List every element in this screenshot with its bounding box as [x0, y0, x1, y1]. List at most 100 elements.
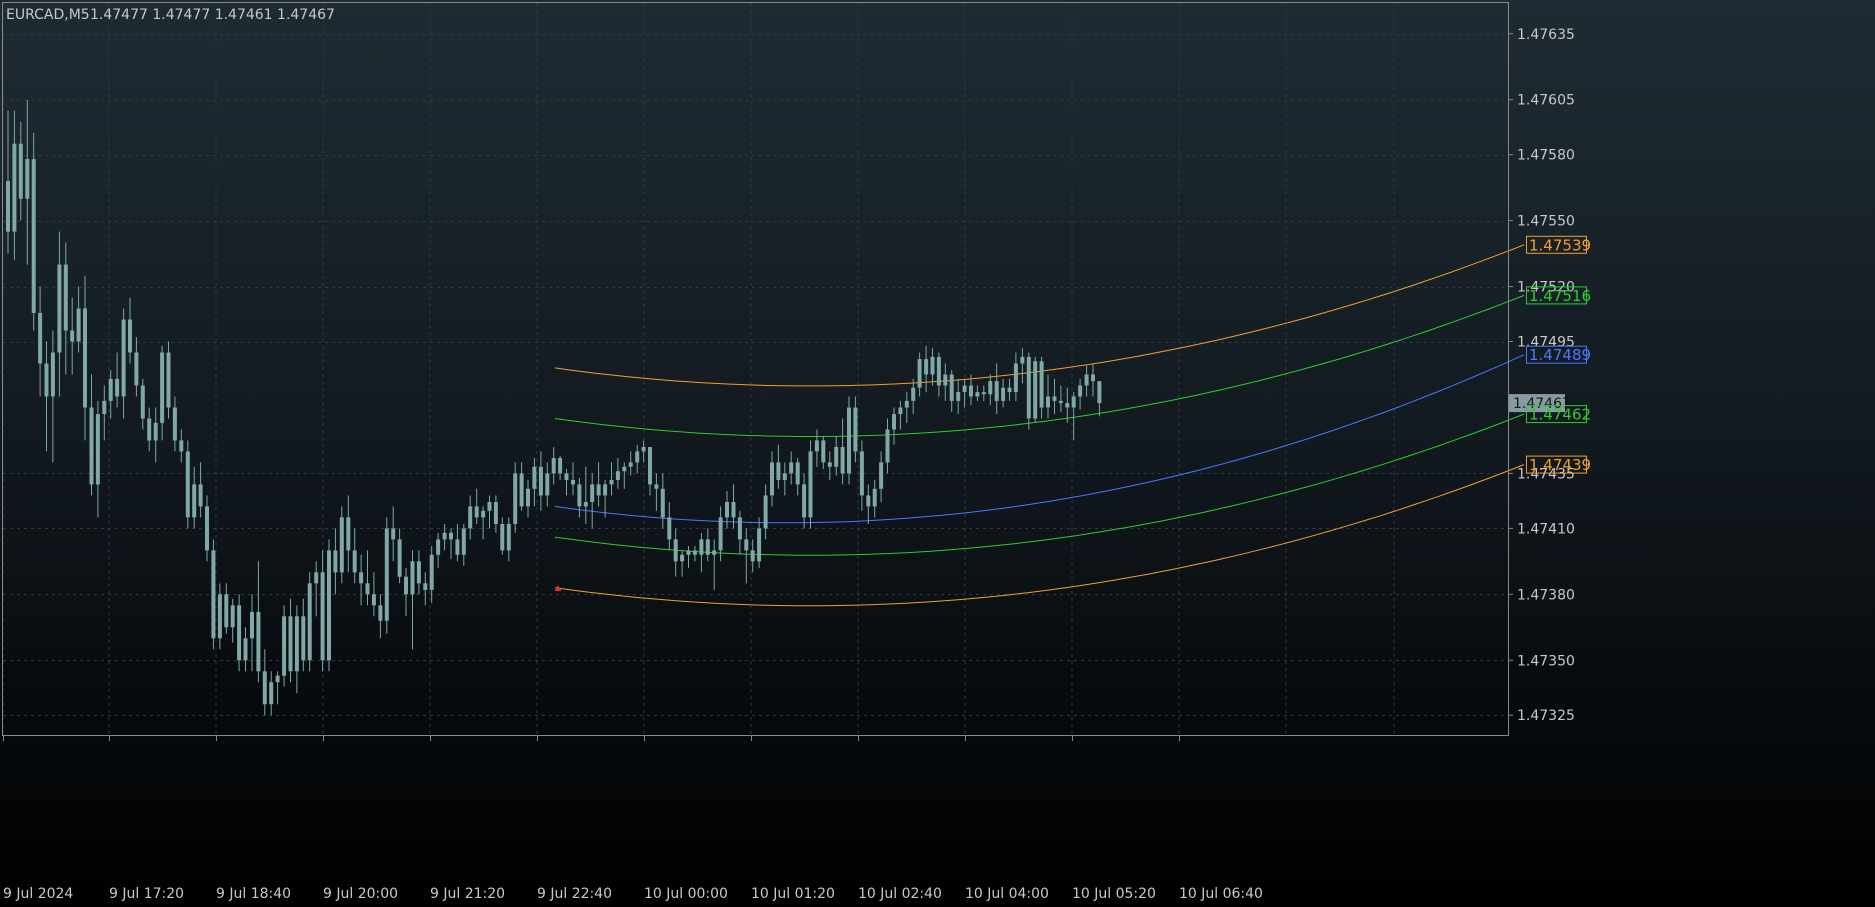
- candle: [821, 436, 826, 469]
- candle-body: [680, 554, 685, 562]
- candle-body: [1058, 400, 1063, 404]
- candle-body: [384, 528, 389, 621]
- candle: [641, 440, 646, 463]
- candle-body: [776, 462, 781, 480]
- channel-line: [554, 413, 1525, 556]
- candle: [962, 378, 967, 408]
- candle-body: [31, 159, 36, 313]
- candle: [532, 458, 537, 507]
- candle: [108, 370, 113, 419]
- candle-body: [352, 550, 357, 573]
- candle-body: [814, 440, 819, 452]
- candle: [288, 598, 293, 683]
- candle: [320, 550, 325, 672]
- candle-body: [943, 374, 948, 386]
- candle-body: [230, 605, 235, 628]
- candle-body: [615, 471, 620, 480]
- candle-body: [198, 484, 203, 507]
- candle-body: [327, 550, 331, 661]
- candle-body: [314, 572, 319, 584]
- candle: [346, 495, 351, 573]
- candle-body: [378, 605, 383, 621]
- candle-body: [949, 374, 954, 401]
- candle-body: [802, 484, 807, 518]
- candle: [416, 550, 421, 595]
- candle: [981, 385, 986, 401]
- candle-body: [57, 264, 62, 353]
- candle-body: [936, 356, 941, 386]
- channel-tag-label: 1.47439: [1529, 456, 1591, 474]
- candle-body: [108, 378, 113, 401]
- candle-body: [904, 400, 909, 408]
- candle: [44, 341, 49, 452]
- candle: [949, 370, 954, 412]
- candle-body: [712, 550, 717, 555]
- candle-body: [205, 506, 209, 551]
- channel-price-tags: 1.47539 1.47516 1.47489 1.47462 1.47439: [1526, 235, 1591, 474]
- candle: [782, 462, 787, 496]
- candle-body: [44, 363, 49, 397]
- candle-body: [121, 319, 126, 397]
- candle-body: [911, 387, 916, 401]
- price-label: 1.47580: [1517, 148, 1575, 164]
- candle-body: [6, 181, 10, 232]
- candle: [461, 524, 466, 566]
- candle-body: [461, 528, 466, 555]
- time-label: 9 Jul 18:40: [216, 886, 291, 902]
- candle: [686, 546, 691, 568]
- candle-body: [140, 385, 145, 419]
- candle-body: [770, 462, 774, 496]
- candle-body: [821, 440, 826, 463]
- candle: [243, 627, 248, 672]
- candle: [339, 506, 344, 584]
- candle-body: [892, 414, 896, 430]
- candle-body: [404, 576, 408, 595]
- channel-line: [554, 244, 1525, 387]
- candle: [827, 451, 832, 480]
- candle-body: [513, 473, 518, 524]
- candle-body: [692, 550, 697, 555]
- candle-body: [1026, 356, 1031, 419]
- candle-body: [885, 429, 890, 463]
- candle-body: [333, 550, 338, 573]
- candle: [1097, 381, 1102, 417]
- candle-body: [50, 352, 55, 397]
- candle: [83, 275, 87, 441]
- candle-body: [635, 451, 640, 463]
- candle: [391, 506, 396, 562]
- candle-body: [237, 605, 242, 661]
- candle: [1007, 378, 1012, 401]
- candle: [57, 231, 62, 397]
- candle: [975, 385, 980, 401]
- candle-body: [397, 539, 402, 577]
- candle: [436, 532, 441, 568]
- candle-body: [474, 506, 479, 518]
- candle: [904, 392, 909, 423]
- candle-body: [1001, 387, 1006, 401]
- candle: [577, 477, 582, 518]
- candle-body: [898, 407, 903, 415]
- candle-body: [558, 458, 563, 474]
- candle-body: [930, 356, 935, 375]
- candle-body: [988, 381, 993, 395]
- candle-body: [429, 554, 434, 590]
- candle-body: [468, 506, 473, 529]
- candle: [834, 436, 839, 476]
- candle-body: [38, 312, 43, 364]
- candle: [500, 517, 505, 555]
- candle: [493, 495, 498, 533]
- candle: [615, 458, 620, 489]
- axes: 1.47635 1.47605 1.47580 1.47550 1.47520 1.474…: [3, 27, 1575, 902]
- candle-body: [339, 517, 344, 573]
- symbol-timeframe: EURCAD,M5: [6, 7, 90, 23]
- candle: [892, 407, 896, 445]
- candle-body: [307, 583, 312, 661]
- candle: [583, 466, 588, 524]
- candle: [737, 510, 742, 555]
- candle: [859, 440, 864, 511]
- candle: [776, 444, 781, 489]
- time-label: 9 Jul 2024: [3, 886, 73, 902]
- candle: [1065, 387, 1070, 423]
